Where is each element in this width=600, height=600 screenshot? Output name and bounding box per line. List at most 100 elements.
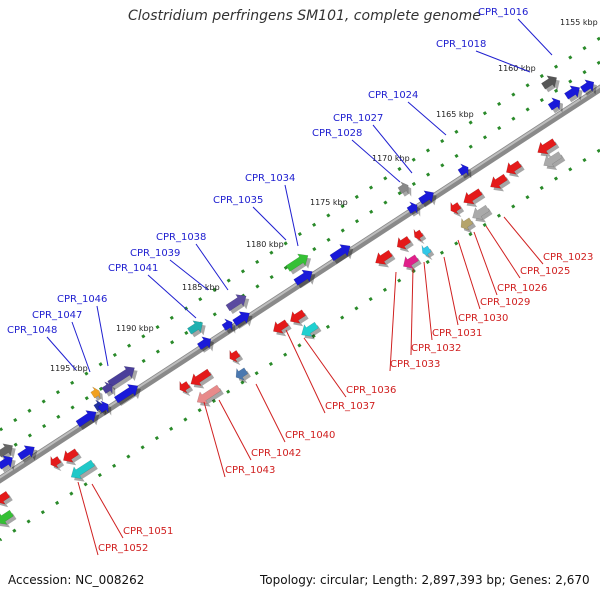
- forward-gene-arrow: [0, 455, 16, 473]
- kbp-label: 1190 kbp: [116, 324, 154, 333]
- reverse-gene-arrow-body: [537, 138, 557, 155]
- reverse-gene-arrow-body: [62, 448, 79, 463]
- forward-gene-arrow: [579, 79, 597, 96]
- reverse-gene-label: CPR_1033: [390, 359, 440, 370]
- genome-summary-text: Topology: circular; Length: 2,897,393 bp…: [260, 573, 590, 587]
- reverse-gene-label: CPR_1052: [98, 543, 148, 554]
- forward-gene-arrow-body: [293, 269, 313, 286]
- forward-gene-leader: [407, 101, 447, 136]
- forward-gene-arrow-body: [0, 443, 14, 458]
- forward-gene-arrow: [541, 75, 560, 93]
- reverse-gene-leader: [218, 399, 252, 461]
- reverse-gene-arrow-body: [450, 201, 462, 215]
- kbp-label: 1185 kbp: [182, 283, 220, 292]
- forward-gene-arrow: [221, 318, 236, 334]
- kbp-label: 1155 kbp: [560, 18, 598, 27]
- forward-gene-arrow: [17, 445, 38, 463]
- forward-gene-leader: [46, 336, 77, 371]
- forward-gene-arrow-body: [541, 75, 558, 90]
- forward-gene-arrow-body: [107, 365, 135, 388]
- accession-text: Accession: NC_008262: [8, 573, 145, 587]
- reverse-gene-arrow-shadow: [463, 220, 476, 234]
- reverse-gene-arrow: [301, 321, 322, 340]
- forward-gene-arrow-shadow: [567, 88, 583, 103]
- forward-gene-arrow-body: [232, 311, 250, 327]
- inner-tick-track: [0, 148, 600, 542]
- forward-gene-arrow-body: [225, 294, 247, 312]
- reverse-gene-arrow-body: [272, 319, 289, 334]
- forward-gene-arrow-body: [457, 163, 469, 177]
- forward-gene-arrow-body: [579, 79, 595, 94]
- reverse-gene-arrow: [505, 160, 525, 178]
- reverse-gene-arrow: [396, 235, 414, 253]
- reverse-gene-label: CPR_1036: [346, 385, 396, 396]
- forward-gene-label: CPR_1048: [7, 325, 57, 336]
- reverse-gene-arrow-body: [413, 229, 424, 242]
- reverse-gene-label: CPR_1032: [411, 343, 461, 354]
- kbp-label: 1175 kbp: [310, 198, 348, 207]
- forward-gene-label: CPR_1038: [156, 232, 206, 243]
- forward-gene-arrow: [285, 253, 312, 275]
- forward-gene-leader: [169, 259, 209, 291]
- forward-gene-arrow-body: [221, 318, 233, 332]
- reverse-gene-arrow-body: [196, 384, 222, 404]
- forward-gene-arrow: [196, 336, 214, 353]
- forward-gene-arrow: [406, 201, 421, 217]
- reverse-gene-arrow-body: [375, 249, 393, 265]
- reverse-gene-leader: [423, 261, 433, 341]
- forward-gene-leader: [351, 139, 401, 183]
- reverse-gene-arrow-shadow: [0, 494, 13, 508]
- reverse-gene-arrow: [289, 309, 309, 327]
- forward-gene-arrow-body: [406, 201, 418, 215]
- reverse-gene-arrow-body: [543, 151, 563, 168]
- forward-gene-arrow-body: [90, 386, 101, 399]
- reverse-gene-label: CPR_1042: [251, 448, 301, 459]
- reverse-gene-label: CPR_1023: [543, 252, 593, 263]
- forward-gene-label: CPR_1028: [312, 128, 362, 139]
- forward-gene-arrow-body: [397, 181, 409, 195]
- forward-gene-arrow-shadow: [544, 78, 560, 93]
- reverse-gene-label: CPR_1029: [480, 297, 530, 308]
- forward-gene-label: CPR_1046: [57, 294, 107, 305]
- forward-gene-arrow: [564, 85, 583, 103]
- kbp-label: 1180 kbp: [246, 240, 284, 249]
- forward-gene-arrow-body: [196, 336, 212, 351]
- reverse-gene-arrow-body: [490, 173, 508, 189]
- forward-gene-leader: [284, 184, 299, 247]
- reverse-gene-arrow: [450, 201, 465, 218]
- reverse-gene-arrow: [272, 319, 292, 337]
- reverse-gene-label: CPR_1031: [432, 328, 482, 339]
- forward-gene-label: CPR_1034: [245, 173, 295, 184]
- forward-gene-arrow-body: [564, 85, 581, 100]
- reverse-gene-arrow: [402, 254, 422, 272]
- forward-gene-arrow-shadow: [583, 82, 597, 96]
- forward-gene-leader: [517, 18, 553, 56]
- forward-gene-arrow: [418, 190, 437, 208]
- reverse-gene-arrow: [196, 384, 224, 407]
- kbp-label: 1195 kbp: [50, 364, 88, 373]
- reverse-gene-arrow-body: [0, 490, 11, 505]
- forward-gene-arrow-body: [285, 253, 309, 272]
- reverse-gene-label: CPR_1025: [520, 266, 570, 277]
- reverse-gene-leader: [91, 483, 124, 539]
- reverse-gene-arrow: [50, 455, 65, 472]
- reverse-gene-arrow: [235, 367, 251, 384]
- forward-gene-arrow: [329, 244, 354, 264]
- forward-gene-arrow-body: [0, 455, 14, 470]
- forward-gene-arrow-body: [329, 244, 351, 262]
- forward-gene-arrow-body: [547, 97, 561, 111]
- forward-gene-arrow: [397, 181, 412, 197]
- forward-gene-arrow-shadow: [551, 100, 564, 114]
- reverse-gene-arrow-body: [421, 245, 432, 258]
- reverse-gene-arrow: [229, 349, 244, 366]
- reverse-gene-arrow-body: [70, 459, 96, 479]
- reverse-gene-leader: [203, 401, 226, 478]
- reverse-gene-arrow: [413, 229, 427, 245]
- reverse-gene-arrow: [70, 459, 98, 482]
- reverse-gene-arrow: [190, 368, 215, 389]
- forward-gene-arrow: [113, 384, 141, 407]
- forward-gene-arrow: [90, 386, 104, 402]
- reverse-gene-label: CPR_1037: [325, 401, 375, 412]
- forward-gene-label: CPR_1035: [213, 195, 263, 206]
